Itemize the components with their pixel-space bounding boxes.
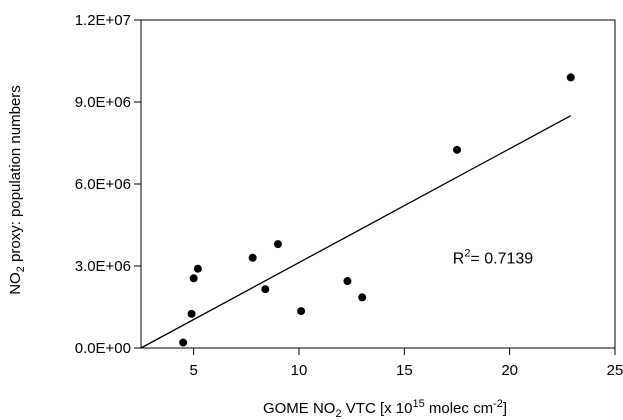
x-tick-label: 25 bbox=[607, 362, 623, 379]
data-point bbox=[297, 307, 306, 316]
x-tick-label: 5 bbox=[189, 362, 197, 379]
data-point bbox=[566, 73, 575, 82]
data-point bbox=[358, 293, 367, 302]
x-title-superscript: 15 bbox=[412, 398, 424, 410]
data-point bbox=[261, 285, 270, 294]
y-tick-label: 9.0E+06 bbox=[75, 94, 131, 111]
trend-line bbox=[140, 115, 572, 349]
x-title-suffix: ] bbox=[503, 400, 507, 417]
y-title-prefix: NO bbox=[7, 272, 24, 295]
x-title-unit: molec cm bbox=[425, 400, 493, 417]
x-title-subscript: 2 bbox=[335, 408, 341, 420]
y-tick-label: 0.0E+00 bbox=[75, 340, 131, 357]
y-title-suffix: proxy: population numbers bbox=[7, 85, 24, 266]
x-title-prefix: GOME NO bbox=[263, 400, 336, 417]
data-point bbox=[179, 338, 188, 347]
y-axis-ticks: 0.0E+00 3.0E+06 6.0E+06 9.0E+06 1.2E+07 bbox=[75, 12, 141, 357]
data-point bbox=[189, 274, 198, 283]
x-title-unit-superscript: -2 bbox=[493, 398, 503, 410]
x-tick-label: 15 bbox=[396, 362, 413, 379]
annotation-value: = 0.7139 bbox=[470, 250, 533, 267]
x-tick-label: 20 bbox=[501, 362, 518, 379]
y-tick-label: 3.0E+06 bbox=[75, 258, 131, 275]
data-point bbox=[453, 145, 461, 154]
data-points bbox=[179, 73, 575, 347]
x-axis-ticks: 5 10 15 20 25 bbox=[189, 348, 623, 379]
x-tick-label: 10 bbox=[291, 362, 308, 379]
x-title-mid: VTC [x 10 bbox=[342, 400, 413, 417]
y-tick-label: 6.0E+06 bbox=[75, 176, 131, 193]
annotation-prefix: R bbox=[453, 250, 465, 267]
x-axis-title: GOME NO2 VTC [x 1015 molec cm-2] bbox=[263, 398, 507, 420]
r-squared-annotation: R2= 0.7139 bbox=[453, 247, 534, 267]
data-point bbox=[273, 240, 282, 249]
data-point bbox=[193, 264, 202, 273]
data-point bbox=[248, 253, 257, 262]
y-axis-title: NO2 proxy: population numbers bbox=[7, 85, 27, 295]
data-point bbox=[187, 309, 196, 318]
annotation-superscript: 2 bbox=[464, 247, 470, 259]
y-title-subscript: 2 bbox=[15, 266, 27, 272]
plot-frame bbox=[140, 19, 616, 349]
y-tick-label: 1.2E+07 bbox=[75, 12, 131, 29]
data-point bbox=[343, 277, 352, 286]
